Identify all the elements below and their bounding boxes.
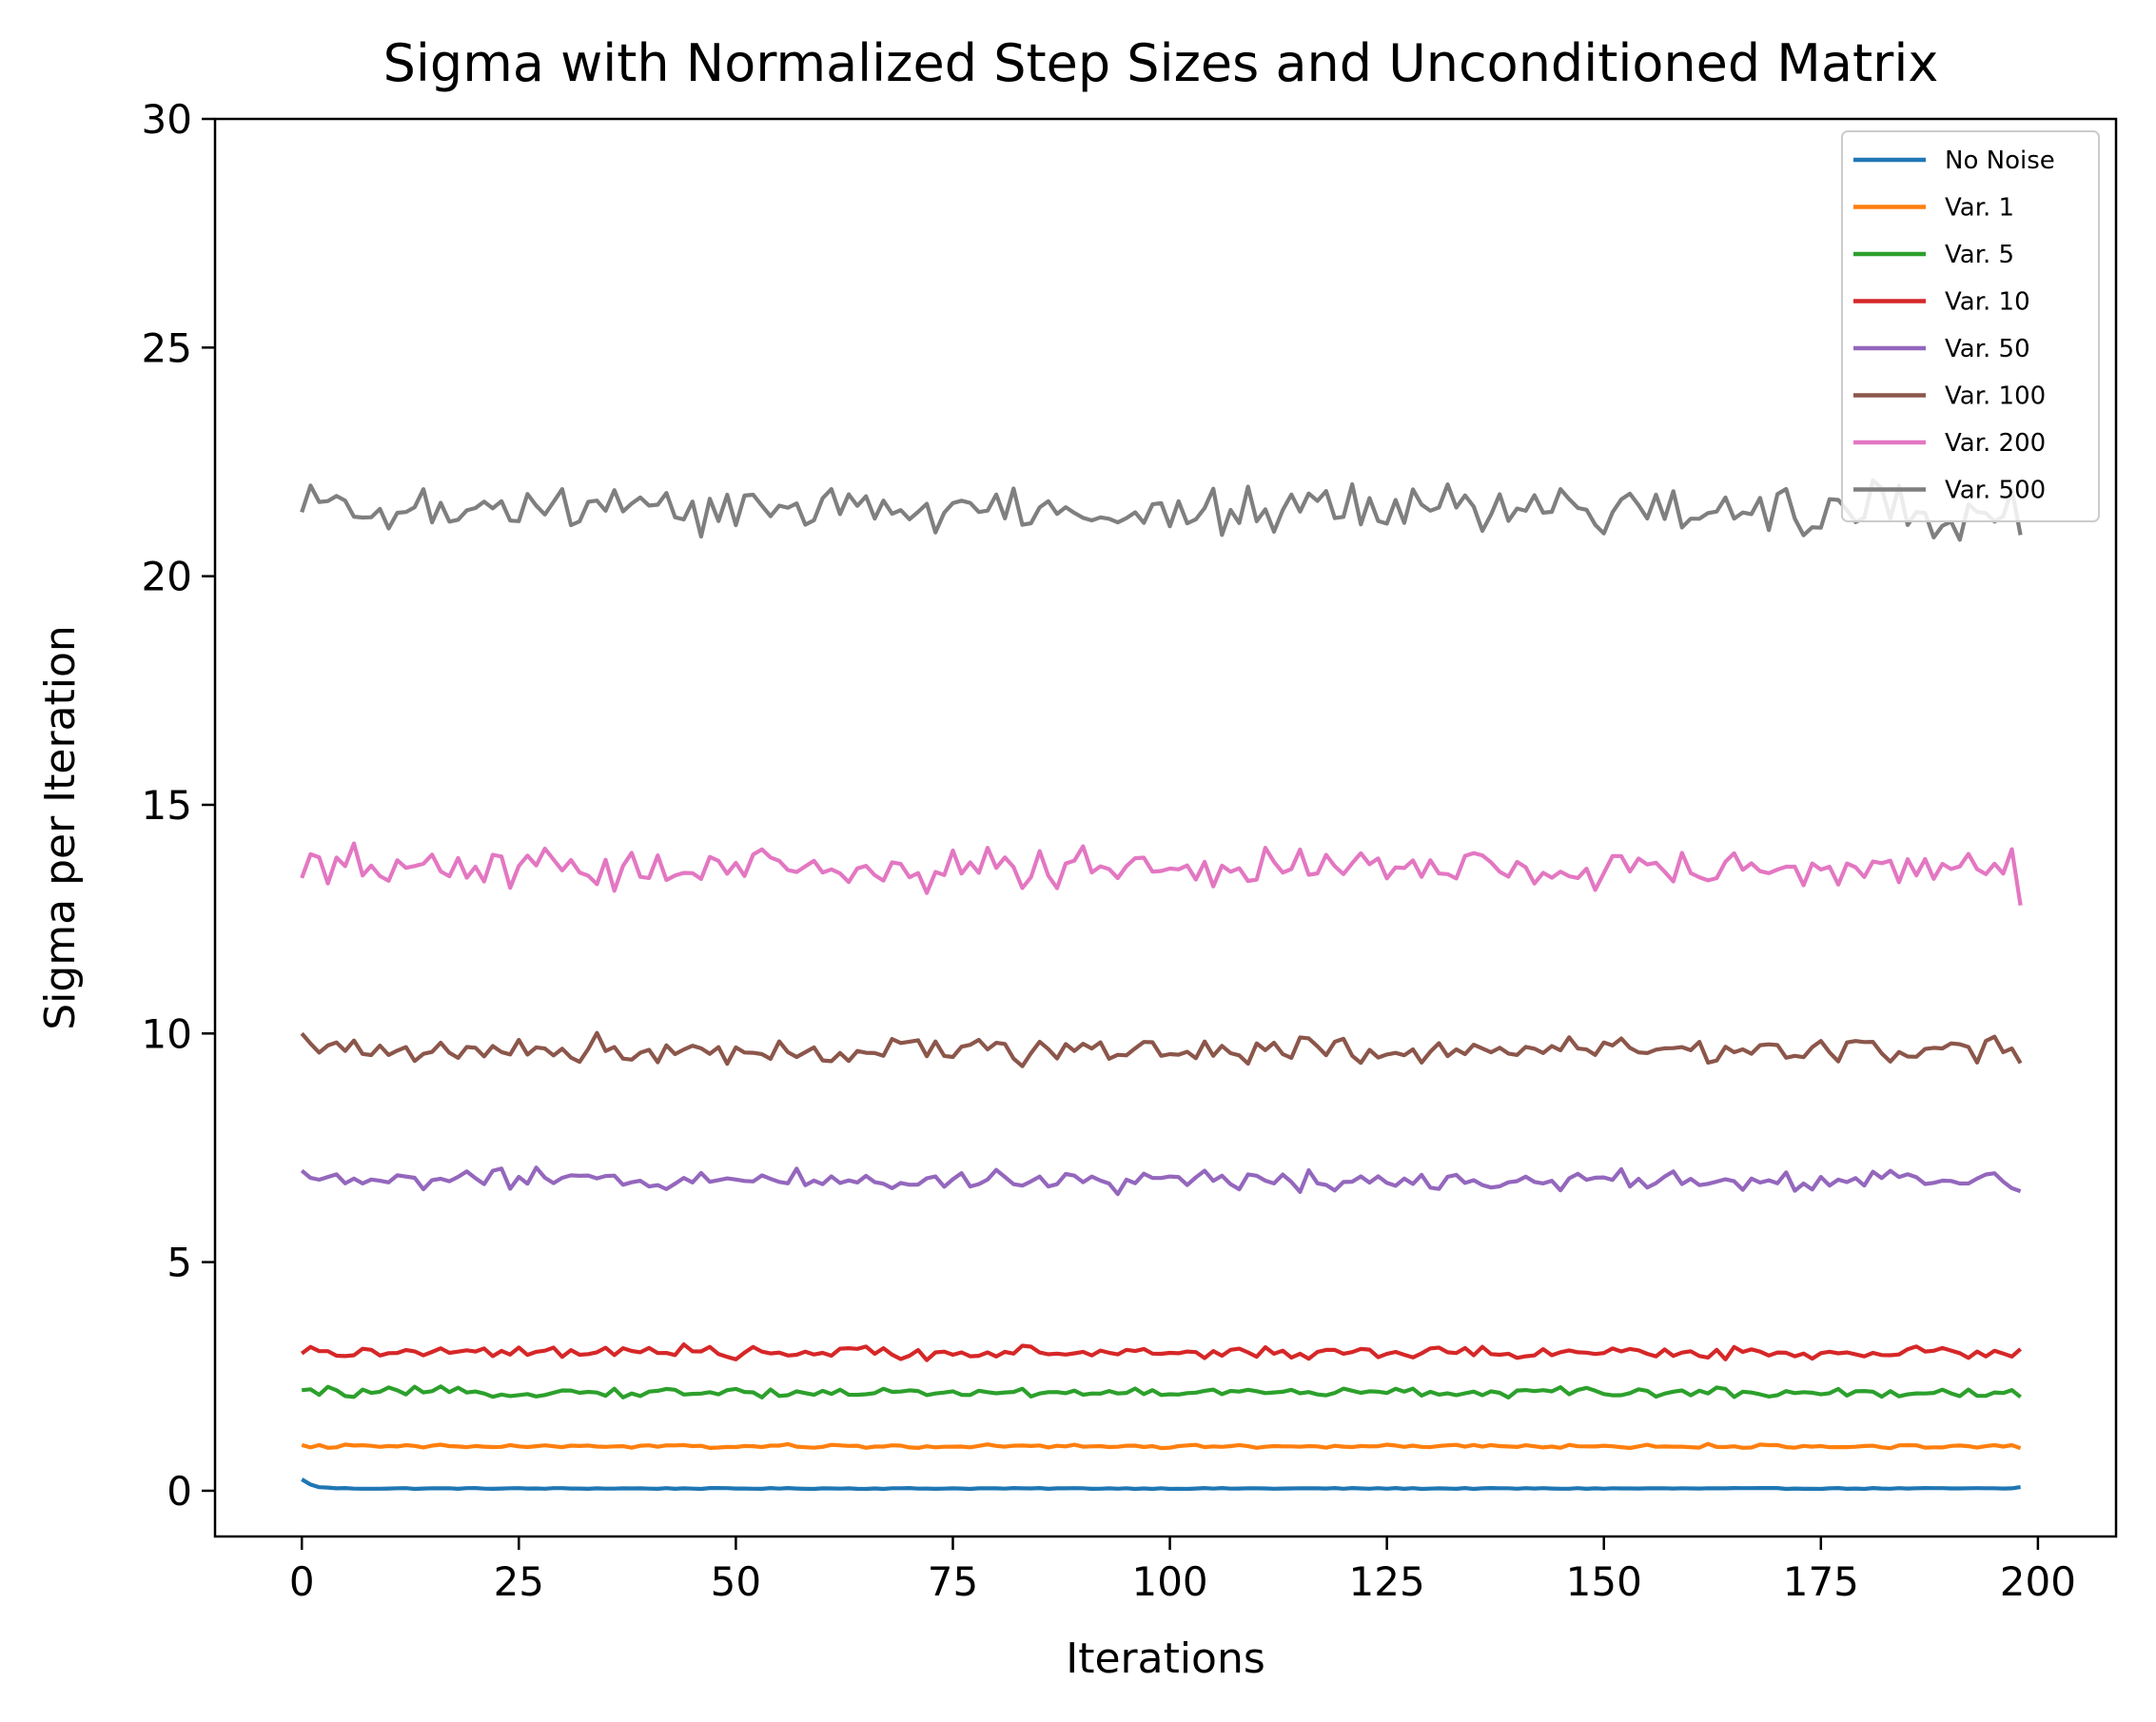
x-tick-label: 75 (928, 1558, 978, 1605)
x-axis-ticks: 0 25 50 75 100 125 150 175 200 (289, 1536, 2076, 1605)
series-layer (300, 478, 2023, 1492)
axes-frame (213, 117, 2118, 1538)
legend-label: Var. 10 (1945, 288, 2030, 317)
y-tick-label: 20 (142, 554, 192, 600)
x-tick-label: 0 (289, 1558, 315, 1605)
x-tick-label: 150 (1566, 1558, 1642, 1605)
plot-area: 0 25 50 75 100 125 150 175 200 0 5 10 15 20 25 30 (142, 96, 2118, 1605)
chart-title: Sigma with Normalized Step Sizes and Unc… (383, 33, 1939, 93)
y-tick-label: 15 (142, 782, 192, 829)
legend-label: Var. 500 (1945, 477, 2046, 505)
series-line-var-1 (301, 1441, 2022, 1451)
legend-label: Var. 100 (1945, 382, 2046, 411)
legend-label: Var. 50 (1945, 335, 2030, 363)
y-axis-ticks: 0 5 10 15 20 25 30 (142, 96, 215, 1515)
y-tick-label: 25 (142, 324, 192, 371)
legend-frame (1841, 130, 2100, 522)
legend-label: Var. 1 (1945, 194, 2014, 223)
x-tick-label: 175 (1783, 1558, 1859, 1605)
series-line-var-5 (301, 1384, 2022, 1400)
legend-label: Var. 5 (1945, 241, 2014, 269)
x-axis-label: Iterations (1066, 1634, 1265, 1683)
y-tick-label: 10 (142, 1010, 192, 1057)
legend-label: No Noise (1945, 147, 2055, 175)
x-tick-label: 125 (1349, 1558, 1425, 1605)
series-line-var-200 (300, 841, 2023, 907)
y-tick-label: 30 (142, 96, 192, 143)
y-axis-label: Sigma per Iteration (36, 625, 85, 1030)
series-line-no-noise (301, 1477, 2021, 1492)
y-tick-label: 0 (167, 1468, 192, 1515)
x-tick-label: 25 (494, 1558, 544, 1605)
legend-label: Var. 200 (1945, 429, 2046, 458)
x-tick-label: 200 (2000, 1558, 2076, 1605)
series-line-var-100 (300, 1030, 2023, 1068)
series-line-var-500 (300, 478, 2023, 542)
series-line-var-50 (300, 1165, 2022, 1197)
x-tick-label: 100 (1131, 1558, 1207, 1605)
y-tick-label: 5 (167, 1240, 192, 1286)
x-tick-label: 50 (711, 1558, 761, 1605)
legend: No Noise Var. 1 Var. 5 Var. 10 Var. 50 Var. 1… (1841, 130, 2100, 522)
series-line-var-10 (300, 1341, 2022, 1362)
